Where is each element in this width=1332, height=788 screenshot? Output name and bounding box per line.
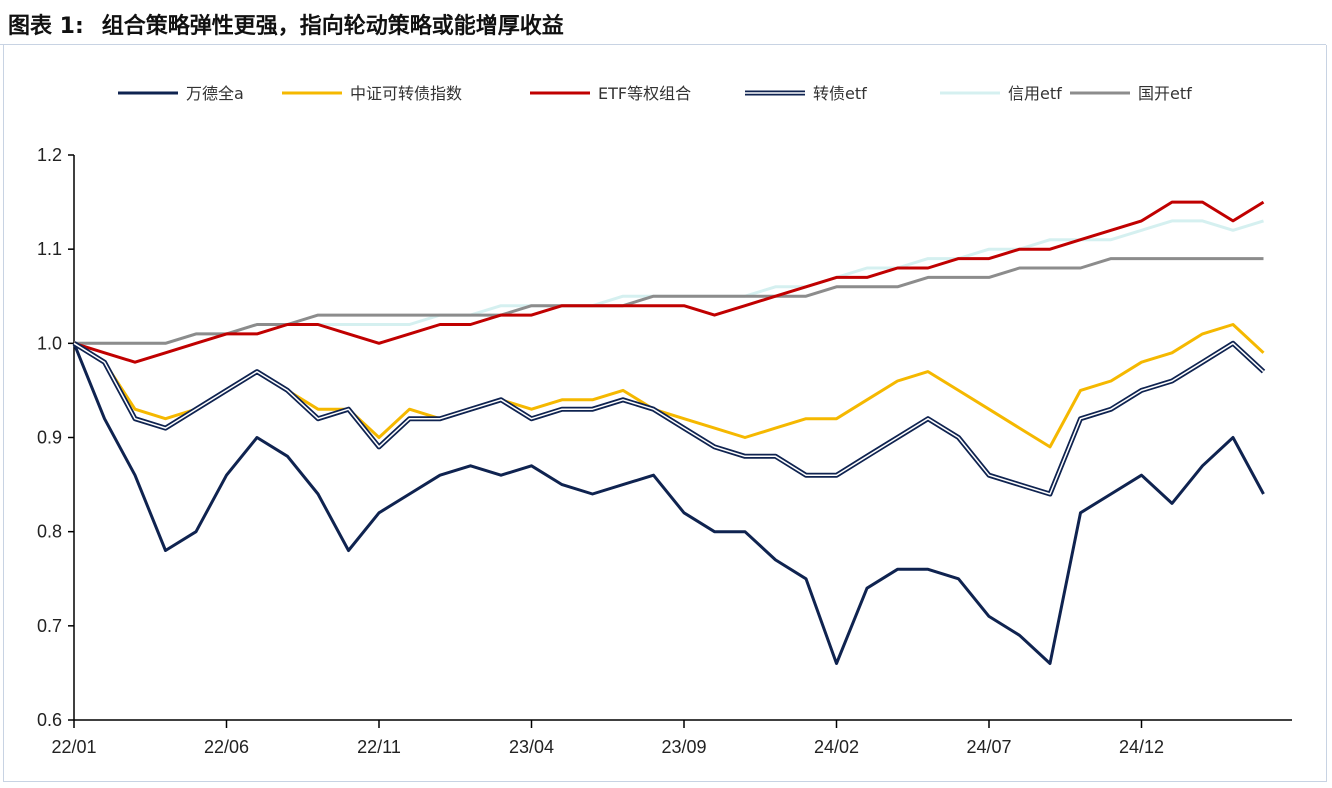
- series-line: [74, 257, 1264, 345]
- legend-label: 转债etf: [813, 84, 867, 103]
- y-tick-label: 1.1: [37, 239, 62, 259]
- x-tick-label: 23/04: [509, 737, 554, 757]
- y-tick-label: 0.6: [37, 710, 62, 730]
- y-tick-label: 0.8: [37, 522, 62, 542]
- series-line: [72, 342, 1265, 665]
- x-tick-label: 22/11: [357, 737, 401, 757]
- figure-title-text: 组合策略弹性更强，指向轮动策略或能增厚收益: [101, 14, 564, 39]
- series-line-inner: [73, 342, 1265, 495]
- series-line: [73, 200, 1265, 364]
- x-tick-label: 22/01: [51, 737, 96, 757]
- figure-header: 图表 1: 组合策略弹性更强，指向轮动策略或能增厚收益: [0, 0, 1332, 46]
- title-underline: [0, 44, 1326, 45]
- chart-frame: [3, 45, 1327, 782]
- y-tick-label: 1.2: [37, 145, 62, 165]
- legend-label: 信用etf: [1008, 84, 1062, 103]
- legend-label: 国开etf: [1138, 84, 1192, 103]
- x-tick-label: 22/06: [204, 737, 249, 757]
- x-tick-label: 24/07: [966, 737, 1011, 757]
- y-tick-label: 0.9: [37, 428, 62, 448]
- axes: 0.6 0.7 0.8 0.9 1.0 1.1 1.2 22/01 22/06 22/11 23/0…: [37, 145, 1292, 757]
- x-tick-label: 24/02: [814, 737, 859, 757]
- x-tick-label: 23/09: [661, 737, 706, 757]
- legend-label: 中证可转债指数: [350, 84, 462, 103]
- series-line: [73, 323, 1265, 449]
- y-tick-label: 1.0: [37, 333, 62, 353]
- x-tick-label: 24/12: [1119, 737, 1164, 757]
- figure-title: 图表 1: 组合策略弹性更强，指向轮动策略或能增厚收益: [8, 8, 564, 40]
- series-group: [72, 200, 1266, 665]
- figure-label: 图表 1:: [8, 14, 84, 39]
- y-tick-label: 0.7: [37, 616, 62, 636]
- legend-label: ETF等权组合: [598, 84, 691, 103]
- legend-label: 万德全a: [186, 84, 244, 103]
- legend: 万德全a 中证可转债指数 ETF等权组合 转债etf 信用etf 国开etf: [118, 84, 1192, 103]
